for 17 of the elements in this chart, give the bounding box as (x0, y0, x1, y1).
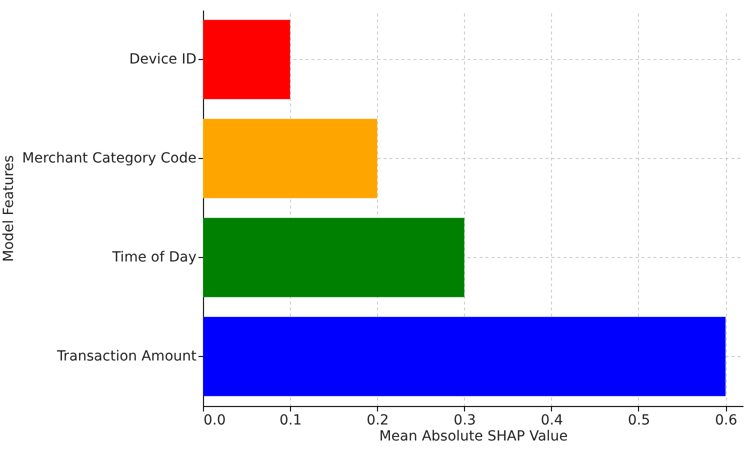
bar (203, 218, 464, 298)
x-tick-label: 0.4 (540, 412, 564, 428)
x-axis-title: Mean Absolute SHAP Value (379, 428, 568, 444)
x-tick-label: 0.1 (279, 412, 302, 428)
x-tick-label: 0.2 (366, 412, 389, 428)
y-tick-label: Transaction Amount (56, 348, 198, 364)
x-tick-label: 0.6 (714, 412, 738, 428)
bar (203, 20, 290, 100)
y-tick-label: Device ID (129, 52, 196, 68)
x-tick-label: 0.0 (204, 412, 226, 428)
y-tick-label: Merchant Category Code (22, 150, 196, 166)
y-tick-label: Time of Day (111, 250, 196, 266)
y-axis-title: Model Features (1, 155, 18, 262)
x-tick-label: 0.3 (454, 412, 476, 428)
bar (203, 316, 726, 396)
bar (203, 118, 378, 198)
x-tick-label: 0.5 (628, 412, 650, 428)
